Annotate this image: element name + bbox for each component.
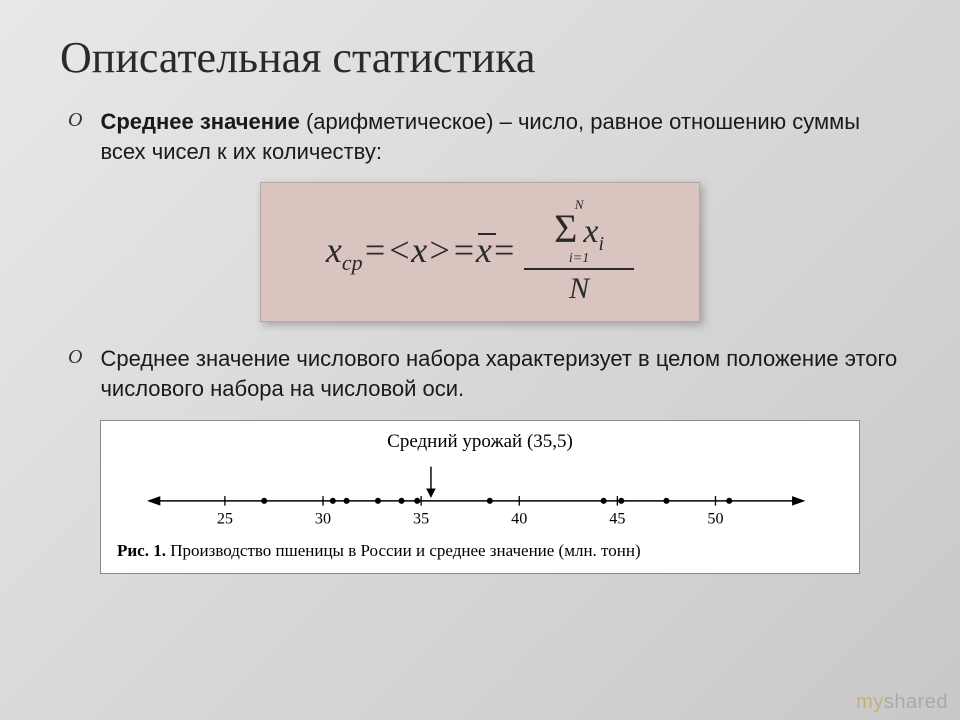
figure-title: Средний урожай (35,5) [117,431,843,453]
bullet-2-text: Среднее значение числового набора характ… [100,344,900,403]
formula-angle-open: < [387,230,411,270]
watermark-my: my [856,691,884,713]
bullet-marker-icon-2: O [68,346,82,369]
svg-text:35: 35 [413,510,429,527]
formula-eq3: = [492,230,516,270]
formula-xi: xi [583,215,604,254]
bullet-1: O Среднее значение (арифметическое) – чи… [60,107,900,166]
xi-x: x [583,213,598,250]
figure-caption: Рис. 1. Производство пшеницы в России и … [117,541,843,561]
bullet-2: O Среднее значение числового набора хара… [60,344,900,403]
sigma-row: Σ xi [554,211,604,254]
sigma-icon: Σ [554,211,577,247]
fraction-numerator: N Σ xi i=1 [554,198,604,266]
watermark: myshared [856,691,948,714]
formula-lhs: xср=<x>=x= [326,229,516,276]
fraction-line [524,268,634,270]
svg-text:50: 50 [707,510,723,527]
svg-text:45: 45 [609,510,625,527]
formula-eq2: = [452,230,476,270]
formula-xbar: x [476,229,492,271]
fraction-denominator: N [569,272,589,306]
formula-sub: ср [342,250,363,275]
caption-text: Производство пшеницы в России и среднее … [166,541,641,560]
bullet-marker-icon: O [68,109,82,132]
formula-x: x [326,230,342,270]
caption-label: Рис. 1. [117,541,166,560]
numberline-svg: 25 30 35 40 45 50 [147,459,813,537]
svg-text:40: 40 [511,510,527,527]
formula-angle-close: > [427,230,451,270]
figure-box: Средний урожай (35,5) 25 30 35 40 45 50 Рис. … [100,420,860,574]
slide-title: Описательная статистика [60,32,900,83]
bullet-1-text: Среднее значение (арифметическое) – числ… [100,107,900,166]
sigma-lower: i=1 [569,252,589,266]
svg-text:30: 30 [315,510,331,527]
slide-container: Описательная статистика O Среднее значен… [0,0,960,720]
formula-box: xср=<x>=x= N Σ xi i=1 N [260,182,700,322]
formula-fraction: N Σ xi i=1 N [524,198,634,306]
svg-text:25: 25 [217,510,233,527]
formula: xср=<x>=x= N Σ xi i=1 N [326,198,634,306]
formula-x2: x [411,230,427,270]
bullet-1-bold: Среднее значение [100,109,299,134]
numberline: 25 30 35 40 45 50 [147,459,813,537]
formula-eq1: = [363,230,387,270]
watermark-rest: shared [884,691,948,713]
xi-sub: i [599,233,605,255]
